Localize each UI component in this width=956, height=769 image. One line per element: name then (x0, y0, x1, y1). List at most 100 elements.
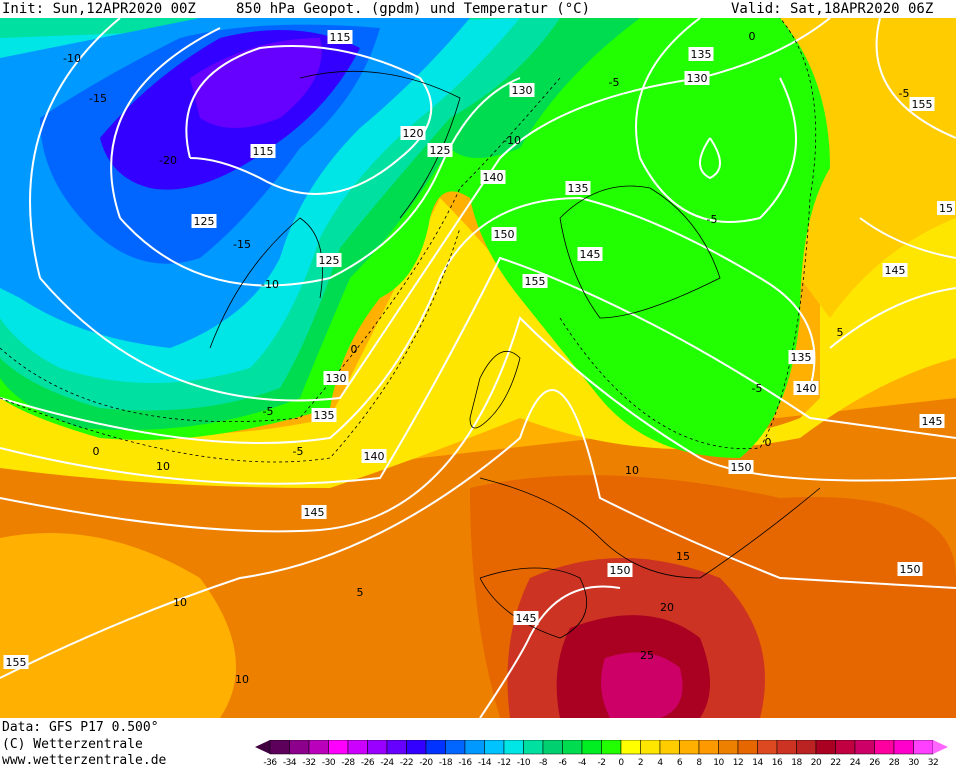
geopotential-label-bg (919, 414, 945, 428)
header: Init: Sun,12APR2020 00Z 850 hPa Geopot. … (0, 0, 956, 18)
geopotential-label: 145 (885, 264, 906, 277)
temperature-label: 5 (837, 326, 844, 339)
geopotential-label-bg (684, 71, 710, 85)
legend-tick: 4 (657, 758, 663, 768)
legend-swatch (835, 740, 856, 755)
temperature-label: 10 (625, 464, 639, 477)
geopotential-label-bg (513, 611, 539, 625)
legend-swatch (562, 740, 583, 755)
legend-tick: -16 (458, 758, 472, 768)
geopotential-label: 115 (253, 145, 274, 158)
data-source: Data: GFS P17 0.500° (2, 720, 159, 735)
geopotential-label: 120 (403, 127, 424, 140)
temperature-label: -20 (159, 154, 177, 167)
geopotential-label: 115 (330, 31, 351, 44)
weather-map: 1151151251251201251301351301551401351501… (0, 18, 956, 718)
geopotential-label: 125 (319, 254, 340, 267)
geopotential-label-bg (250, 144, 276, 158)
geopotential-label-bg (427, 143, 453, 157)
legend-tick: 10 (713, 758, 724, 768)
init-time: Init: Sun,12APR2020 00Z (2, 1, 196, 17)
geopotential-label: 145 (580, 248, 601, 261)
geopotential-label: 125 (430, 144, 451, 157)
legend-swatch (893, 740, 914, 755)
geopotential-label: 135 (791, 351, 812, 364)
temperature-label: 0 (749, 30, 756, 43)
temperature-label: -10 (503, 134, 521, 147)
legend-tick: -28 (341, 758, 355, 768)
legend-swatch (874, 740, 895, 755)
geopotential-label-bg (491, 227, 517, 241)
legend-swatch (406, 740, 427, 755)
legend-tick: 18 (791, 758, 802, 768)
geopotential-label: 130 (512, 84, 533, 97)
geopotential-label-bg (793, 381, 819, 395)
legend-swatch (289, 740, 310, 755)
geopotential-label-bg (522, 274, 548, 288)
legend-tick: 28 (889, 758, 900, 768)
geopotential-label-bg (577, 247, 603, 261)
geopotential-label: 145 (304, 506, 325, 519)
temperature-label: 0 (765, 436, 772, 449)
temperature-label: -5 (293, 445, 304, 458)
legend-swatch (581, 740, 602, 755)
temperature-label: -10 (261, 278, 279, 291)
geopotential-label-bg (301, 505, 327, 519)
geopotential-label-bg (3, 655, 29, 669)
geopotential-label-bg (191, 214, 217, 228)
legend-swatch (659, 740, 680, 755)
temperature-label: -5 (609, 76, 620, 89)
temp-field-minus24 (190, 38, 322, 128)
legend-tick: 0 (618, 758, 624, 768)
legend-tick: 20 (811, 758, 822, 768)
temperature-label: -5 (263, 405, 274, 418)
legend-swatch (523, 740, 544, 755)
legend-tick: -32 (302, 758, 315, 768)
website-link[interactable]: www.wetterzentrale.de (2, 753, 167, 768)
geopotential-label: 140 (364, 450, 385, 463)
geopotential-contours (0, 18, 956, 718)
geopotential-label-bg (316, 253, 342, 267)
temperature-label: -15 (89, 92, 107, 105)
legend-swatch (620, 740, 641, 755)
legend-swatch (347, 740, 368, 755)
geopotential-label-bg (937, 201, 955, 215)
legend-tick: 26 (869, 758, 880, 768)
legend-swatch (640, 740, 661, 755)
legend-tick: 30 (908, 758, 919, 768)
temperature-label: -15 (233, 238, 251, 251)
geopotential-label-bg (361, 449, 387, 463)
color-legend: -36 -34 -32 -30 -28 -26 -24 -22 -20 -18 -16 -14 -12-… (255, 740, 948, 768)
temperature-label: -5 (899, 87, 910, 100)
legend-tick: -6 (559, 758, 568, 768)
geopotential-label: 140 (483, 171, 504, 184)
legend-swatch (854, 740, 875, 755)
geopotential-label: 150 (494, 228, 515, 241)
legend-swatch (484, 740, 505, 755)
geopotential-label-bg (509, 83, 535, 97)
legend-tick: -24 (380, 758, 394, 768)
legend-under-arrow (255, 740, 270, 754)
legend-tick: -8 (539, 758, 548, 768)
legend-tick: 8 (696, 758, 702, 768)
legend-tick: 16 (772, 758, 783, 768)
geopotential-label-bg (728, 460, 754, 474)
geopotential-label: 140 (796, 382, 817, 395)
legend-tick: -4 (578, 758, 587, 768)
legend-swatch (679, 740, 700, 755)
geopotential-label-bg (480, 170, 506, 184)
geopotential-label-bg (788, 350, 814, 364)
legend-over-arrow (933, 740, 948, 754)
geopotential-label-bg (688, 47, 714, 61)
temperature-label: 0 (351, 343, 358, 356)
temperature-label: 20 (660, 601, 674, 614)
temp-field-2 (0, 18, 956, 488)
legend-swatch (737, 740, 758, 755)
legend-tick: -26 (361, 758, 375, 768)
valid-time: Valid: Sat,18APR2020 06Z (731, 1, 934, 17)
geopotential-label: 130 (687, 72, 708, 85)
temperature-label: 25 (640, 649, 654, 662)
geopotential-label: 130 (326, 372, 347, 385)
temperature-label: 10 (156, 460, 170, 473)
temperature-label: -10 (63, 52, 81, 65)
